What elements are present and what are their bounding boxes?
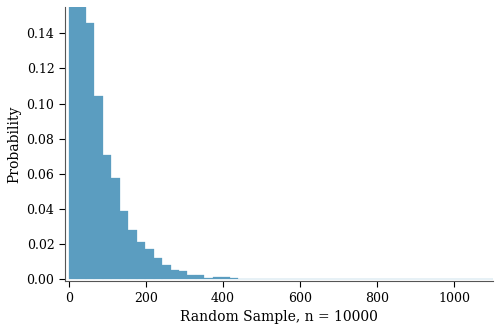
Bar [170, 270, 179, 279]
Bar [68, 0, 77, 279]
Bar [145, 249, 154, 279]
Bar [179, 271, 188, 279]
Bar [162, 265, 170, 279]
Bar [77, 0, 86, 279]
X-axis label: Random Sample, n = 10000: Random Sample, n = 10000 [180, 310, 378, 324]
Bar [102, 155, 111, 279]
Bar [188, 275, 196, 279]
Bar [213, 277, 222, 279]
Bar [154, 258, 162, 279]
Y-axis label: Probability: Probability [7, 105, 21, 183]
Bar [230, 278, 238, 279]
Bar [204, 278, 213, 279]
Bar [196, 275, 204, 279]
Bar [222, 277, 230, 279]
Bar [94, 96, 102, 279]
Bar [120, 211, 128, 279]
Bar [111, 178, 120, 279]
Bar [86, 23, 94, 279]
Bar [128, 230, 136, 279]
Bar [136, 242, 145, 279]
